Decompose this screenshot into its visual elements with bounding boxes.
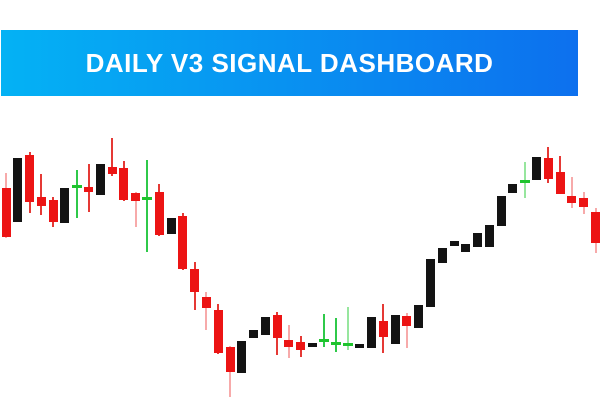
candle-wick — [135, 192, 137, 227]
candle-body — [84, 187, 93, 192]
candle-body — [237, 341, 246, 373]
candle-body — [284, 340, 293, 347]
candle-body — [273, 315, 282, 338]
candle-body — [591, 212, 600, 243]
candle-wick — [205, 292, 207, 330]
candle-body — [37, 197, 46, 206]
candle-wick — [571, 177, 573, 208]
candle-wick — [76, 170, 78, 218]
doji-bar — [142, 197, 152, 200]
doji-bar — [319, 339, 329, 342]
candle-body — [296, 342, 305, 350]
header-banner: DAILY V3 SIGNAL DASHBOARD — [1, 30, 578, 96]
candle-body — [567, 196, 576, 203]
candle-wick — [111, 138, 113, 176]
doji-bar — [343, 343, 353, 346]
candle-body — [249, 330, 258, 338]
candle-body — [178, 216, 187, 269]
candle-body — [49, 200, 58, 222]
candle-body — [308, 343, 317, 347]
page-title: DAILY V3 SIGNAL DASHBOARD — [85, 47, 494, 78]
candle-body — [60, 188, 69, 223]
candle-body — [379, 321, 388, 337]
candle-body — [2, 188, 11, 237]
candle-body — [367, 317, 376, 348]
candle-body — [450, 241, 459, 246]
candle-body — [532, 157, 541, 180]
candle-wick — [335, 318, 337, 352]
candle-body — [119, 168, 128, 200]
candle-body — [190, 269, 199, 292]
candle-body — [556, 172, 565, 194]
candle-wick — [40, 174, 42, 215]
candle-body — [355, 344, 364, 348]
doji-bar — [520, 180, 530, 183]
candle-body — [508, 184, 517, 193]
candle-body — [497, 196, 506, 226]
candle-body — [96, 164, 105, 195]
doji-bar — [331, 342, 341, 345]
candle-body — [544, 158, 553, 179]
candle-body — [226, 347, 235, 372]
candle-body — [155, 192, 164, 235]
candle-body — [214, 310, 223, 353]
candle-body — [108, 167, 117, 174]
candle-body — [473, 233, 482, 247]
candle-body — [131, 193, 140, 201]
candle-body — [414, 305, 423, 328]
candle-body — [202, 297, 211, 308]
candle-body — [579, 198, 588, 207]
candle-wick — [347, 307, 349, 350]
candle-wick — [323, 314, 325, 347]
candle-body — [391, 315, 400, 344]
candle-body — [167, 218, 176, 234]
candle-body — [13, 158, 22, 222]
candle-body — [402, 316, 411, 326]
candle-wick — [406, 313, 408, 348]
candle-body — [461, 244, 470, 252]
candle-body — [438, 248, 447, 263]
candle-body — [426, 259, 435, 307]
candle-body — [25, 155, 34, 202]
candle-body — [261, 317, 270, 335]
candle-wick — [146, 160, 148, 252]
doji-bar — [72, 185, 82, 188]
candle-body — [485, 225, 494, 247]
